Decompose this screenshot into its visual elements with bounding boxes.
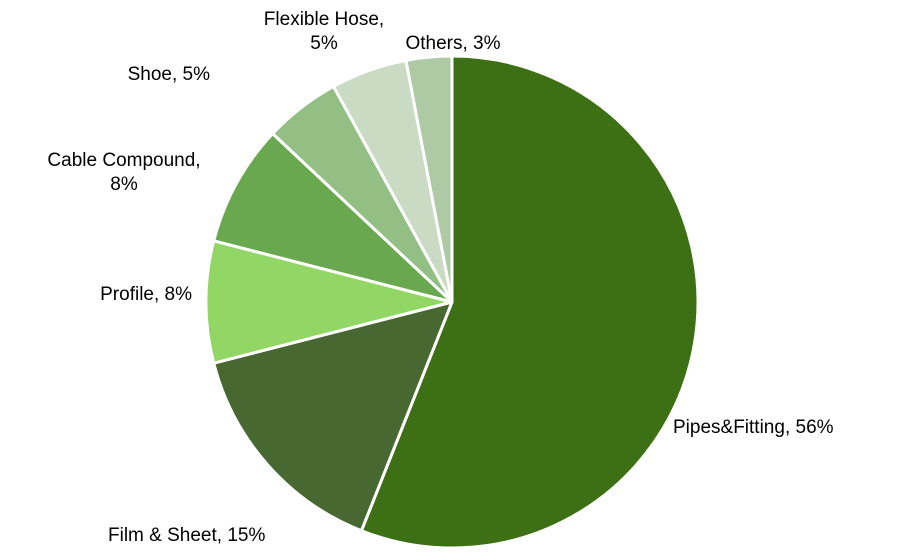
pie-label-line: 5%: [310, 33, 338, 54]
pie-label-line: Flexible Hose,: [264, 9, 384, 30]
pie-labels: Pipes&Fitting, 56% Film & Sheet, 15% Profi…: [47, 9, 833, 546]
pie-slice-profile: [204, 239, 454, 365]
pie-label-line: Film & Sheet, 15%: [108, 525, 265, 546]
pie-slice-cable-compound: [212, 132, 454, 304]
pie-label-pipes-fitting: Pipes&Fitting, 56%: [673, 417, 834, 438]
pie-label-line: Profile, 8%: [100, 284, 192, 305]
pie-label-cable-compound: Cable Compound, 8%: [47, 150, 200, 195]
pie-label-profile: Profile, 8%: [100, 284, 192, 305]
pie-label-flexible-hose: Flexible Hose, 5%: [264, 9, 384, 54]
pie-slice-film-sheet: [212, 300, 454, 533]
pie-label-line: Cable Compound,: [47, 150, 200, 171]
pie-slice-others: [404, 54, 454, 304]
pie-slices: [204, 54, 700, 550]
pie-label-line: Shoe, 5%: [128, 64, 210, 85]
pie-label-film-sheet: Film & Sheet, 15%: [108, 525, 265, 546]
pie-label-line: 8%: [110, 174, 138, 195]
pie-slice-pipes-fitting: [359, 54, 700, 550]
pie-label-line: Others, 3%: [405, 33, 500, 54]
pie-label-line: Pipes&Fitting, 56%: [673, 417, 834, 438]
pie-label-shoe: Shoe, 5%: [128, 64, 210, 85]
pie-label-others: Others, 3%: [405, 33, 500, 54]
